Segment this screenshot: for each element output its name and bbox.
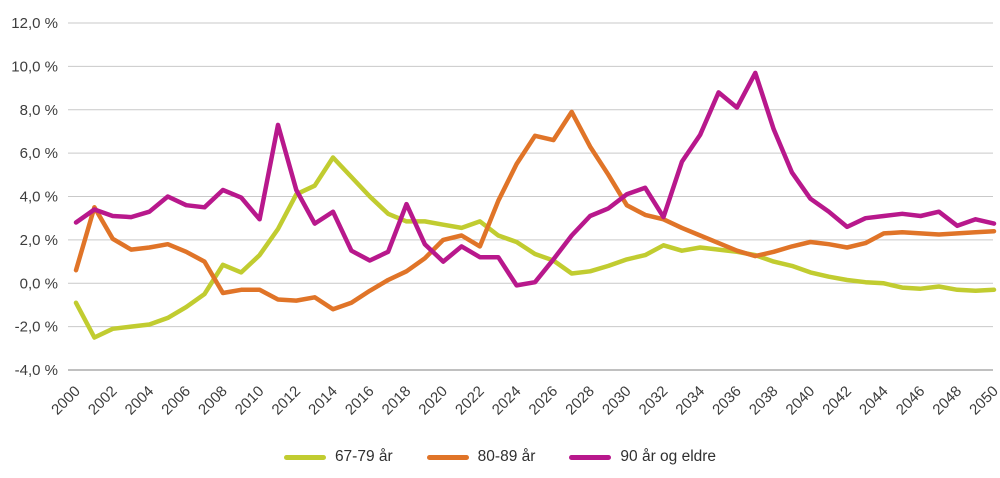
y-tick-label-6: 6,0 % xyxy=(20,145,58,162)
x-tick-label-2028: 2028 xyxy=(562,383,598,419)
y-tick-label-8: 8,0 % xyxy=(20,102,58,119)
x-tick-label-2016: 2016 xyxy=(342,383,378,419)
chart-legend: 67-79 år 80-89 år 90 år og eldre xyxy=(0,448,1000,466)
x-tick-label-2048: 2048 xyxy=(929,383,965,419)
x-tick-label-2014: 2014 xyxy=(305,383,341,419)
series-lines xyxy=(73,70,997,340)
x-axis-labels: 2000 2002 2004 2006 2008 2010 2012 2014 2016 2018… xyxy=(48,383,1000,419)
x-tick-label-2010: 2010 xyxy=(232,383,268,419)
y-tick-label-2: 2,0 % xyxy=(20,232,58,249)
series-line-1-80-89-år xyxy=(73,109,997,312)
x-tick-label-2022: 2022 xyxy=(452,383,488,419)
gridlines xyxy=(68,22,993,371)
x-tick-label-2046: 2046 xyxy=(893,383,929,419)
x-tick-label-2000: 2000 xyxy=(48,383,84,419)
x-tick-label-2006: 2006 xyxy=(158,383,194,419)
series-line-0-67-79-år xyxy=(73,155,997,340)
x-tick-label-2002: 2002 xyxy=(85,383,121,419)
y-tick-label-12: 12,0 % xyxy=(11,15,58,32)
y-tick-label-10: 10,0 % xyxy=(11,58,58,75)
y-tick-label-0: 0,0 % xyxy=(20,275,58,292)
x-tick-label-2008: 2008 xyxy=(195,383,231,419)
x-tick-label-2020: 2020 xyxy=(415,383,451,419)
x-tick-label-2040: 2040 xyxy=(783,383,819,419)
x-tick-label-2018: 2018 xyxy=(379,383,415,419)
y-tick-label-4: 4,0 % xyxy=(20,189,58,206)
y-tick-label--4: -4,0 % xyxy=(15,362,58,379)
x-tick-label-2038: 2038 xyxy=(746,383,782,419)
y-tick-label--2: -2,0 % xyxy=(15,319,58,336)
y-axis-labels: 12,0 % 10,0 % 8,0 % 6,0 % 4,0 % 2,0 % 0,0 % -2,… xyxy=(11,15,58,379)
legend-item-90-plus: 90 år og eldre xyxy=(569,448,716,466)
x-tick-label-2004: 2004 xyxy=(122,383,158,419)
legend-label-67-79: 67-79 år xyxy=(334,448,393,465)
x-tick-label-2024: 2024 xyxy=(489,383,525,419)
x-tick-label-2034: 2034 xyxy=(672,383,708,419)
legend-item-80-89: 80-89 år xyxy=(426,448,536,466)
legend-item-67-79: 67-79 år xyxy=(283,448,393,466)
x-tick-label-2030: 2030 xyxy=(599,383,635,419)
x-tick-label-2050: 2050 xyxy=(966,383,1000,419)
legend-label-90-plus: 90 år og eldre xyxy=(620,448,717,465)
legend-swatch-67-79 xyxy=(283,454,326,460)
x-tick-label-2026: 2026 xyxy=(526,383,562,419)
x-tick-label-2012: 2012 xyxy=(269,383,305,419)
x-tick-label-2032: 2032 xyxy=(636,383,672,419)
x-tick-label-2042: 2042 xyxy=(819,383,855,419)
legend-swatch-80-89 xyxy=(426,454,469,460)
series-line-2-90-år-og-eldre xyxy=(73,70,997,288)
x-tick-label-2036: 2036 xyxy=(709,383,745,419)
legend-swatch-90-plus xyxy=(569,454,612,460)
x-tick-label-2044: 2044 xyxy=(856,383,892,419)
legend-label-80-89: 80-89 år xyxy=(477,448,536,465)
